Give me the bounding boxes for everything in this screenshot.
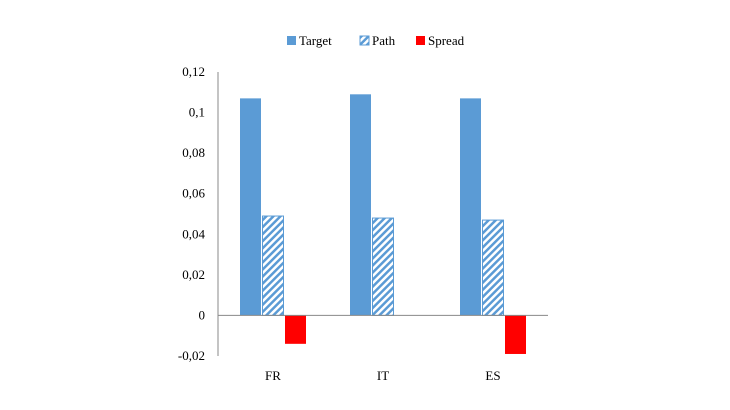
- x-tick-label: ES: [485, 368, 500, 383]
- y-tick-label: 0,08: [182, 145, 205, 160]
- x-tick-label: IT: [377, 368, 389, 383]
- bar-path-it: [372, 217, 394, 316]
- bar-path-es: [482, 219, 504, 316]
- y-tick-label: -0,02: [178, 348, 205, 363]
- x-axis-tick-labels: FR IT ES: [265, 368, 501, 383]
- legend-swatch-spread: [416, 36, 425, 45]
- legend-swatch-path: [359, 35, 370, 46]
- bar-target-it: [350, 94, 371, 316]
- x-tick-label: FR: [265, 368, 281, 383]
- legend: Target Path Spread: [287, 33, 465, 48]
- axes: [217, 72, 548, 356]
- y-tick-label: 0,04: [182, 226, 205, 241]
- legend-label-target: Target: [299, 33, 332, 48]
- bar-target-es: [460, 98, 481, 316]
- bar-path-fr: [262, 215, 284, 316]
- bar-target-fr: [240, 98, 261, 316]
- y-tick-label: 0,02: [182, 267, 205, 282]
- bar-spread-fr: [285, 315, 306, 344]
- y-tick-label: 0,1: [189, 105, 205, 120]
- legend-label-spread: Spread: [428, 33, 465, 48]
- y-tick-label: 0: [199, 307, 206, 322]
- legend-label-path: Path: [372, 33, 396, 48]
- legend-swatch-target: [287, 36, 296, 45]
- bar-spread-es: [505, 315, 526, 354]
- bars: [240, 94, 526, 354]
- y-tick-label: 0,06: [182, 186, 205, 201]
- y-tick-label: 0,12: [182, 64, 205, 79]
- y-axis-tick-labels: 0,12 0,1 0,08 0,06 0,04 0,02 0 -0,02: [178, 64, 206, 363]
